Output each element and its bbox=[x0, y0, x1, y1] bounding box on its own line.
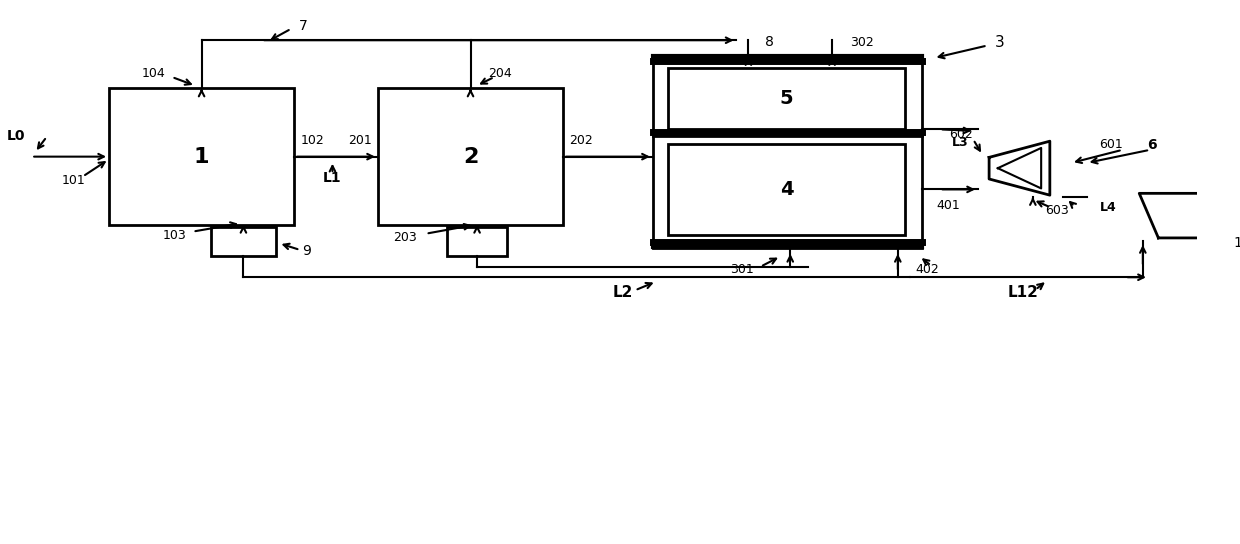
Text: 9: 9 bbox=[301, 244, 310, 258]
Text: 102: 102 bbox=[300, 134, 324, 147]
Text: 603: 603 bbox=[1045, 203, 1069, 217]
Text: 5: 5 bbox=[780, 89, 794, 108]
Text: 7: 7 bbox=[299, 18, 308, 33]
Text: L3: L3 bbox=[951, 136, 968, 149]
Text: L2: L2 bbox=[613, 286, 634, 300]
Text: 204: 204 bbox=[489, 67, 512, 81]
Text: 302: 302 bbox=[851, 36, 874, 49]
Text: 201: 201 bbox=[348, 134, 372, 147]
Text: 8: 8 bbox=[765, 35, 774, 50]
Text: 202: 202 bbox=[569, 134, 593, 147]
Bar bbox=[448, 227, 507, 256]
Text: 2: 2 bbox=[463, 147, 479, 166]
Text: L1: L1 bbox=[324, 171, 342, 184]
Text: L4: L4 bbox=[1100, 201, 1116, 214]
Bar bbox=[378, 89, 563, 225]
Text: 602: 602 bbox=[950, 128, 973, 140]
Text: 401: 401 bbox=[936, 199, 960, 212]
Text: 203: 203 bbox=[393, 231, 417, 244]
Text: 1: 1 bbox=[193, 147, 210, 166]
Text: 4: 4 bbox=[780, 180, 794, 199]
Text: 101: 101 bbox=[61, 174, 86, 187]
Bar bbox=[211, 227, 277, 256]
Bar bbox=[109, 89, 294, 225]
Text: 301: 301 bbox=[730, 263, 754, 276]
Bar bbox=[668, 67, 905, 129]
Text: L12: L12 bbox=[1008, 286, 1039, 300]
Text: L0: L0 bbox=[6, 129, 25, 143]
Bar bbox=[668, 144, 905, 236]
Text: 6: 6 bbox=[1147, 138, 1157, 152]
Text: 104: 104 bbox=[141, 67, 166, 81]
Text: 402: 402 bbox=[916, 263, 940, 276]
Text: 3: 3 bbox=[994, 35, 1004, 50]
Text: 10: 10 bbox=[1234, 236, 1240, 250]
Bar bbox=[652, 57, 921, 249]
Text: 601: 601 bbox=[1099, 138, 1122, 151]
Text: 103: 103 bbox=[162, 229, 186, 242]
